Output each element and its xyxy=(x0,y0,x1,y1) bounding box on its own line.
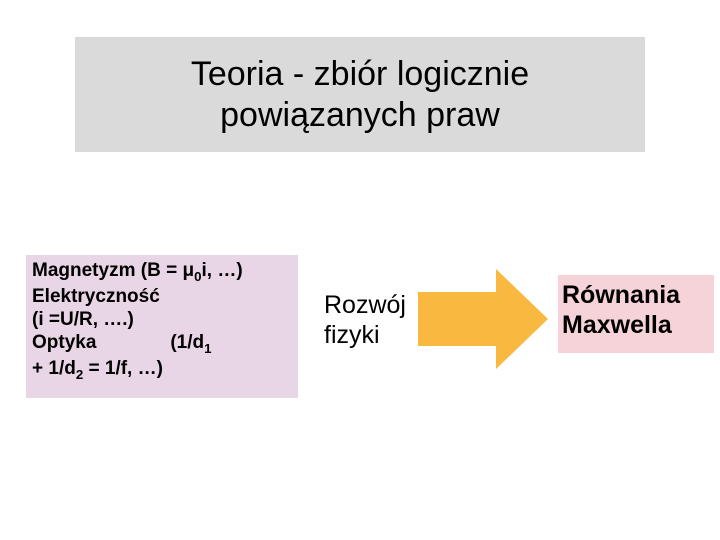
magnetyzm-label: Magnetyzm (B = μ xyxy=(32,260,194,281)
right-line2: Maxwella xyxy=(562,311,672,339)
magnetyzm-tail: i, …) xyxy=(201,260,242,281)
right-panel: Równania Maxwella xyxy=(558,275,714,353)
optyka-line2-post: = 1/f, …) xyxy=(83,358,163,379)
optyka-label: Optyka xyxy=(32,332,96,353)
left-panel: Magnetyzm (B = μ0i, …) Elektryczność (i … xyxy=(26,255,298,398)
magnetyzm-line: Magnetyzm (B = μ0i, …) xyxy=(32,259,292,285)
title-text: Teoria - zbiór logicznie powiązanych pra… xyxy=(191,54,529,136)
title-line1: Teoria - zbiór logicznie xyxy=(191,55,529,93)
elektrycznosc-eq: (i =U/R, ….) xyxy=(32,308,292,331)
optyka-line2-pre: + 1/d xyxy=(32,358,76,379)
middle-line2: fizyki xyxy=(324,321,380,349)
elektrycznosc-label: Elektryczność xyxy=(32,285,292,308)
right-line1: Równania xyxy=(562,281,680,309)
arrow-shape xyxy=(418,269,548,369)
arrow-icon xyxy=(418,264,548,374)
optyka-line2: + 1/d2 = 1/f, …) xyxy=(32,357,292,383)
middle-label: Rozwój fizyki xyxy=(324,290,406,350)
optyka-eq1-sub: 1 xyxy=(204,341,211,356)
optyka-eq1-open: (1/d xyxy=(170,332,204,353)
optyka-line1: Optyka (1/d1 xyxy=(32,331,292,357)
optyka-spacer xyxy=(96,332,170,353)
title-box: Teoria - zbiór logicznie powiązanych pra… xyxy=(75,37,645,152)
title-line2: powiązanych praw xyxy=(220,96,500,134)
middle-line1: Rozwój xyxy=(324,291,406,319)
